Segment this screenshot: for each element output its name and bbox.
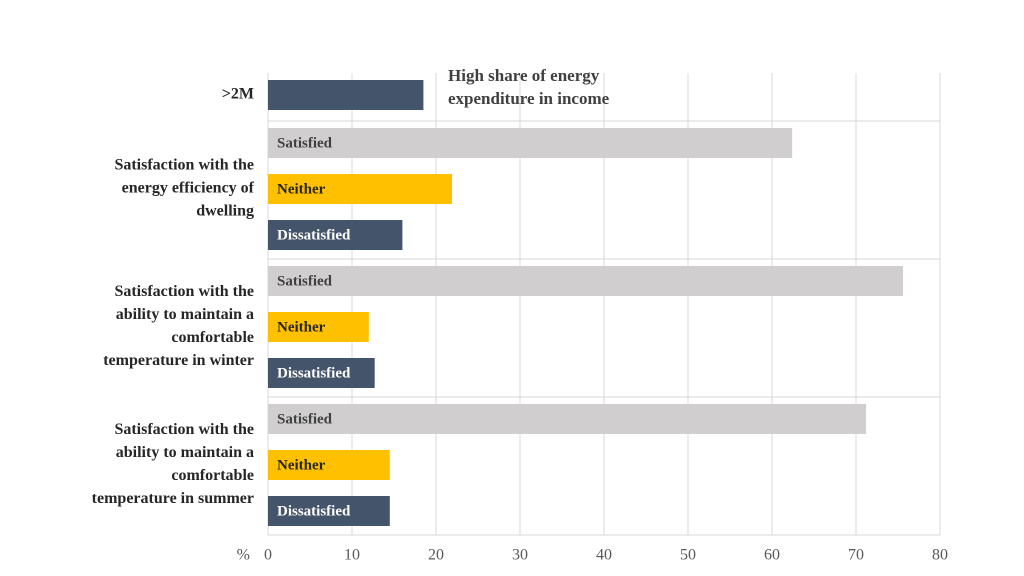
bar bbox=[268, 174, 452, 204]
x-tick-label: 0 bbox=[264, 547, 272, 564]
group-label: ability to maintain a bbox=[116, 444, 254, 461]
x-tick-label: 70 bbox=[848, 547, 864, 564]
x-tick-label: 30 bbox=[512, 547, 528, 564]
x-tick-label: 60 bbox=[764, 547, 780, 564]
x-tick-label: 10 bbox=[344, 547, 360, 564]
group-label: comfortable bbox=[171, 329, 254, 346]
x-tick-label: 20 bbox=[428, 547, 444, 564]
bar-category-label: Dissatisfied bbox=[277, 503, 351, 519]
bar bbox=[268, 496, 390, 526]
bar-category-label: Satisfied bbox=[277, 273, 333, 289]
group-label: Satisfaction with the bbox=[114, 421, 254, 438]
bar-category-label: Satisfied bbox=[277, 135, 333, 151]
bar bbox=[268, 312, 369, 342]
bar bbox=[268, 220, 403, 250]
annotation: High share of energy bbox=[448, 66, 600, 85]
bar bbox=[268, 358, 375, 388]
bar bbox=[268, 80, 424, 110]
bar bbox=[268, 450, 390, 480]
group-label: dwelling bbox=[196, 203, 254, 220]
bar-category-label: Satisfied bbox=[277, 411, 333, 427]
group-label: energy efficiency of bbox=[122, 180, 255, 197]
bar bbox=[268, 128, 793, 158]
group-label: temperature in winter bbox=[103, 352, 254, 369]
bar-category-label: Dissatisfied bbox=[277, 227, 351, 243]
bar-category-label: Neither bbox=[277, 457, 326, 473]
group-label: >2M bbox=[222, 86, 254, 103]
x-tick-label: 80 bbox=[932, 547, 948, 564]
x-axis-label: % bbox=[237, 547, 250, 564]
group-label: Satisfaction with the bbox=[114, 157, 254, 174]
annotation: expenditure in income bbox=[448, 89, 610, 108]
bar-category-label: Neither bbox=[277, 319, 326, 335]
group-label: ability to maintain a bbox=[116, 306, 254, 323]
bar bbox=[268, 404, 867, 434]
bar-category-label: Neither bbox=[277, 181, 326, 197]
bar bbox=[268, 266, 904, 296]
group-label: comfortable bbox=[171, 467, 254, 484]
group-label: temperature in summer bbox=[92, 490, 254, 507]
x-tick-label: 40 bbox=[596, 547, 612, 564]
bar-category-label: Dissatisfied bbox=[277, 365, 351, 381]
x-tick-label: 50 bbox=[680, 547, 696, 564]
group-label: Satisfaction with the bbox=[114, 283, 254, 300]
